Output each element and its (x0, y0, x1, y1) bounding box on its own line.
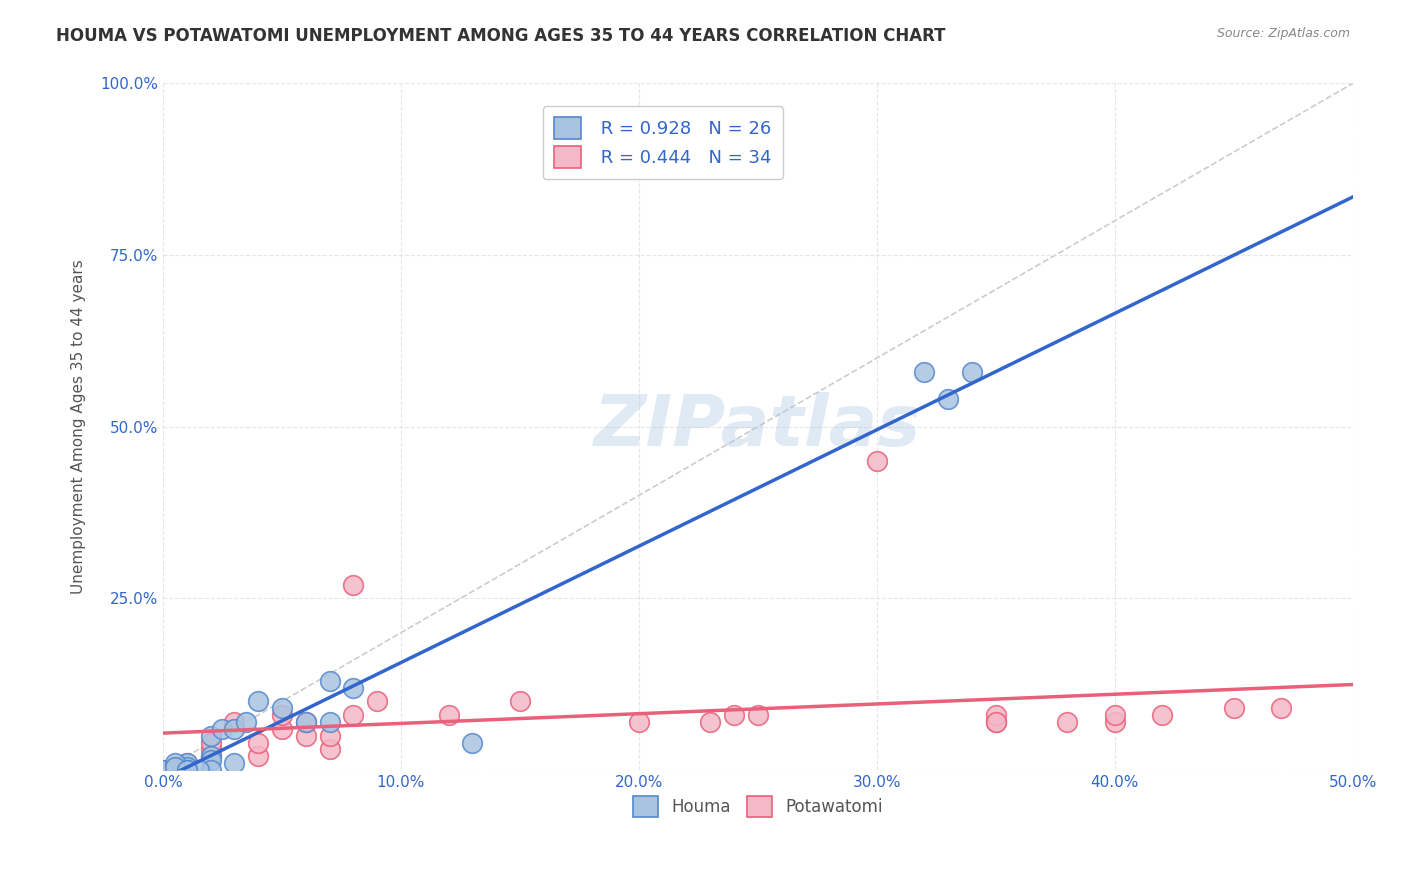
Point (176, 763, 198, 777)
Point (866, 454, 889, 468)
Point (1104, 708, 1126, 723)
Legend: Houma, Potawatomi: Houma, Potawatomi (626, 789, 890, 823)
Point (747, 708, 769, 723)
Point (224, 714, 246, 729)
Point (318, 673, 340, 688)
Point (294, 714, 316, 729)
Point (152, 763, 174, 777)
Point (163, 756, 186, 771)
Text: Source: ZipAtlas.com: Source: ZipAtlas.com (1216, 27, 1350, 40)
Point (247, 749, 270, 764)
Point (1056, 714, 1078, 729)
Point (294, 729, 316, 743)
Point (235, 714, 257, 729)
Point (936, 392, 959, 407)
Point (200, 729, 222, 743)
Point (960, 365, 983, 379)
Point (294, 714, 316, 729)
Point (200, 735, 222, 749)
Point (366, 694, 388, 708)
Point (1152, 708, 1174, 723)
Point (224, 756, 246, 771)
Point (984, 714, 1007, 729)
Text: HOUMA VS POTAWATOMI UNEMPLOYMENT AMONG AGES 35 TO 44 YEARS CORRELATION CHART: HOUMA VS POTAWATOMI UNEMPLOYMENT AMONG A… (56, 27, 946, 45)
Point (699, 714, 721, 729)
Point (211, 722, 233, 736)
Point (247, 694, 270, 708)
Point (271, 701, 294, 715)
Point (271, 722, 294, 736)
Point (152, 763, 174, 777)
Point (342, 708, 364, 723)
Point (224, 722, 246, 736)
Text: ZIPatlas: ZIPatlas (595, 392, 921, 461)
Point (912, 365, 935, 379)
Point (200, 749, 222, 764)
Point (984, 714, 1007, 729)
Point (461, 735, 484, 749)
Point (200, 763, 222, 777)
Point (509, 694, 531, 708)
Point (176, 756, 198, 771)
Point (342, 681, 364, 695)
Point (318, 714, 340, 729)
Point (247, 735, 270, 749)
Point (176, 756, 198, 771)
Point (187, 763, 209, 777)
Point (1223, 701, 1246, 715)
Point (200, 753, 222, 767)
Point (318, 742, 340, 756)
Point (1104, 714, 1126, 729)
Point (200, 742, 222, 756)
Point (627, 714, 650, 729)
Y-axis label: Unemployment Among Ages 35 to 44 years: Unemployment Among Ages 35 to 44 years (72, 260, 86, 594)
Point (163, 759, 186, 773)
Point (200, 749, 222, 764)
Point (984, 708, 1007, 723)
Point (437, 708, 460, 723)
Point (342, 577, 364, 591)
Point (1270, 701, 1292, 715)
Point (163, 759, 186, 773)
Point (318, 729, 340, 743)
Point (723, 708, 745, 723)
Point (176, 759, 198, 773)
Point (176, 763, 198, 777)
Point (271, 708, 294, 723)
